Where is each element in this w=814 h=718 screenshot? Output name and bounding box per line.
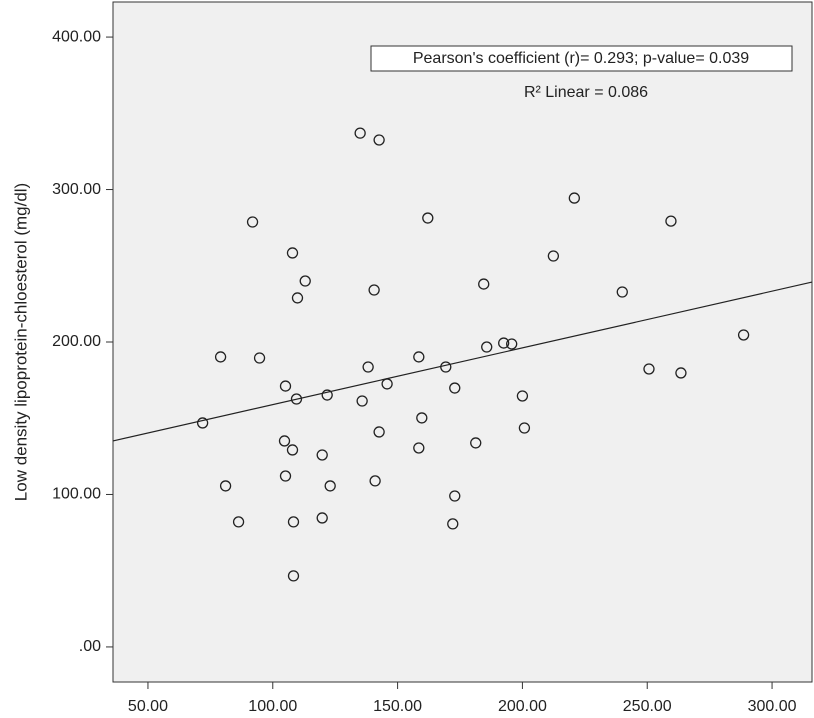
point <box>447 518 459 530</box>
point <box>449 382 461 394</box>
point <box>290 393 303 405</box>
point <box>287 516 300 528</box>
point <box>643 363 655 375</box>
y-axis-label: Low density lipoprotein-chloesterol (mg/… <box>11 183 30 501</box>
point <box>568 192 580 204</box>
point <box>373 426 385 438</box>
plot-area <box>112 1 813 683</box>
x-tick-label: 150.00 <box>373 698 422 715</box>
point <box>299 275 311 287</box>
point <box>381 378 393 390</box>
point <box>321 389 333 401</box>
point <box>286 444 299 456</box>
y-tick-label: 300.00 <box>52 181 101 198</box>
point <box>616 286 628 298</box>
point <box>498 337 510 349</box>
point <box>196 417 209 429</box>
x-tick-label: 200.00 <box>498 698 547 715</box>
annotation: Pearson's coefficient (r)= 0.293; p-valu… <box>413 50 749 67</box>
annotation-box <box>370 45 793 72</box>
point <box>373 134 385 146</box>
point <box>369 475 381 487</box>
point <box>279 470 292 482</box>
point <box>416 412 428 424</box>
point <box>316 449 328 461</box>
point <box>665 215 677 227</box>
point <box>413 351 425 363</box>
fit-line <box>112 281 813 442</box>
y-tick-label: 100.00 <box>52 486 101 503</box>
point <box>279 380 292 392</box>
annotation: R² Linear = 0.086 <box>524 84 648 101</box>
y-tick-label: 200.00 <box>52 333 101 350</box>
point <box>253 352 266 364</box>
y-tick-label: .00 <box>79 638 101 655</box>
point <box>287 570 300 582</box>
point <box>214 351 227 363</box>
x-tick-label: 100.00 <box>248 698 297 715</box>
point <box>316 512 328 524</box>
point <box>478 278 490 290</box>
point <box>291 292 304 304</box>
point <box>232 516 245 528</box>
point <box>324 480 336 492</box>
point <box>547 250 560 262</box>
point <box>737 329 750 341</box>
point <box>286 247 299 259</box>
point <box>278 435 291 447</box>
point <box>440 361 452 373</box>
point <box>518 422 531 434</box>
point <box>219 480 232 492</box>
point <box>470 437 482 449</box>
point <box>368 284 380 296</box>
point <box>422 212 434 224</box>
point <box>354 127 366 139</box>
point <box>506 338 518 350</box>
point <box>675 367 687 379</box>
point <box>356 395 368 407</box>
point <box>481 341 493 353</box>
point <box>246 216 259 228</box>
x-tick-label: 300.00 <box>748 698 797 715</box>
point <box>516 390 529 402</box>
x-tick-label: 50.00 <box>128 698 168 715</box>
point <box>413 442 425 454</box>
x-tick-label: 250.00 <box>623 698 672 715</box>
y-tick-label: 400.00 <box>52 28 101 45</box>
point <box>362 361 374 373</box>
point <box>449 490 461 502</box>
